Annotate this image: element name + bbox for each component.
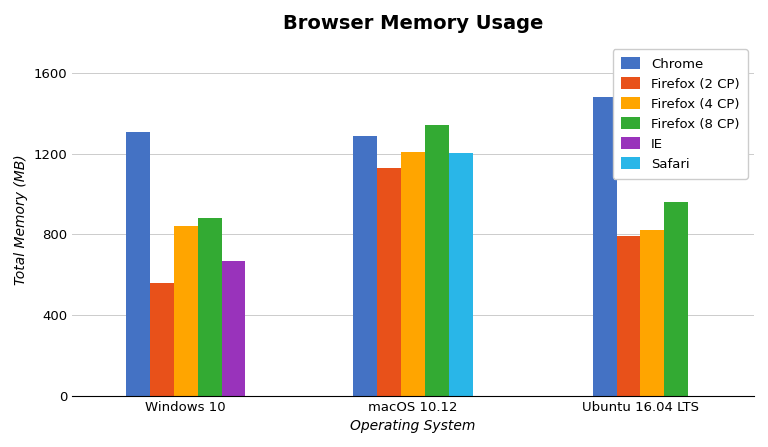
Title: Browser Memory Usage: Browser Memory Usage xyxy=(283,14,543,33)
Bar xyxy=(197,218,221,396)
Bar xyxy=(221,261,246,396)
Bar xyxy=(664,202,688,396)
Bar xyxy=(425,126,449,396)
Bar xyxy=(353,135,377,396)
Bar xyxy=(150,283,174,396)
X-axis label: Operating System: Operating System xyxy=(350,419,475,433)
Bar xyxy=(449,153,473,396)
Bar xyxy=(617,236,641,396)
Bar xyxy=(174,226,197,396)
Bar xyxy=(377,168,401,396)
Legend: Chrome, Firefox (2 CP), Firefox (4 CP), Firefox (8 CP), IE, Safari: Chrome, Firefox (2 CP), Firefox (4 CP), … xyxy=(613,49,747,179)
Y-axis label: Total Memory (MB): Total Memory (MB) xyxy=(14,154,28,285)
Bar xyxy=(641,230,664,396)
Bar xyxy=(593,97,617,396)
Bar xyxy=(401,152,425,396)
Bar xyxy=(126,131,150,396)
